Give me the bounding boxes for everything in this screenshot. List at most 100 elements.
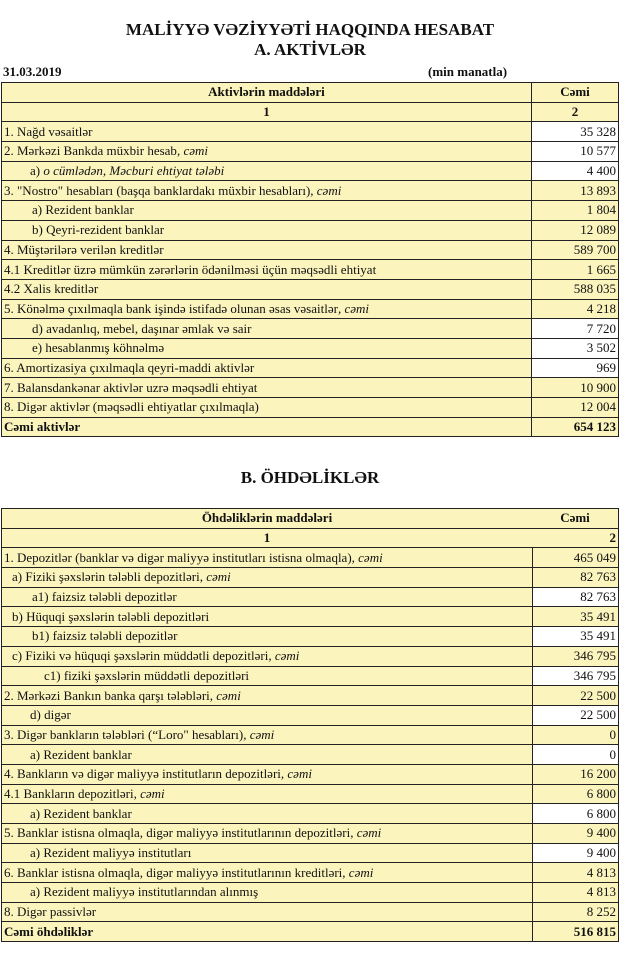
row-label: 5. Banklar istisna olmaqla, digər maliyy… bbox=[1, 823, 533, 844]
table-row: 4. Müştərilərə verilən kreditlər 589 700 bbox=[1, 239, 619, 261]
row-label-text: 4. Bankların və digər maliyyə institutla… bbox=[4, 766, 281, 782]
liabilities-colnum-2: 2 bbox=[532, 527, 619, 549]
row-label-text: 8. Digər aktivlər (məqsədli ehtiyatlar ç… bbox=[4, 399, 259, 415]
row-value: 6 800 bbox=[531, 783, 619, 805]
row-label-text: 1. Depozitlər (banklar və digər maliyyə … bbox=[4, 549, 352, 565]
row-label-italic: o cümlədən, Məcburi ehtiyat tələbi bbox=[43, 163, 225, 179]
row-value: 10 900 bbox=[531, 377, 619, 398]
row-value: 6 800 bbox=[531, 803, 619, 824]
row-label-text: 3. Digər bankların tələbləri (“Loro" hes… bbox=[4, 726, 244, 742]
row-label: a) Rezident banklar bbox=[1, 803, 533, 824]
row-label: 2. Mərkəzi Bankın banka qarşı tələbləri,… bbox=[1, 685, 533, 706]
row-value: 35 491 bbox=[531, 606, 619, 628]
table-row: 4.2 Xalis kreditlər 588 035 bbox=[1, 278, 619, 300]
row-label-text: a) bbox=[30, 163, 44, 179]
row-label-text: d) avadanlıq, mebel, daşınar əmlak və sa… bbox=[32, 320, 252, 336]
table-row: 5. Banklar istisna olmaqla, digər maliyy… bbox=[1, 823, 619, 844]
row-label: 4.1 Bankların depozitləri, cəmi bbox=[1, 783, 533, 805]
row-value: 516 815 bbox=[531, 921, 619, 943]
row-label: 8. Digər aktivlər (məqsədli ehtiyatlar ç… bbox=[1, 397, 532, 418]
row-value: 8 252 bbox=[531, 901, 619, 923]
row-label: b) Hüquqi şəxslərin tələbli depozitləri bbox=[1, 606, 533, 628]
table-row: b1) faizsiz tələbli depozitlər 35 491 bbox=[1, 626, 619, 647]
table-row: c) Fiziki və hüquqi şəxslərin müddətli d… bbox=[1, 645, 619, 667]
row-label-text: 8. Digər passivlər bbox=[4, 904, 97, 920]
row-label-text: a) Fiziki şəxslərin tələbli depozitləri bbox=[12, 569, 200, 585]
row-label: 4. Bankların və digər maliyyə institutla… bbox=[1, 763, 533, 785]
row-value: 16 200 bbox=[531, 763, 619, 785]
table-row: e) hesablanmış köhnəlmə 3 502 bbox=[1, 337, 619, 359]
row-value: 82 763 bbox=[531, 586, 619, 608]
row-value: 9 400 bbox=[531, 823, 619, 844]
table-row: 2. Mərkəzi Bankda müxbir hesab, cəmi 10 5… bbox=[1, 141, 619, 162]
row-label: 4.2 Xalis kreditlər bbox=[1, 278, 532, 300]
row-label-suffix: , cəmi bbox=[133, 785, 165, 801]
row-value: 4 813 bbox=[531, 882, 619, 903]
row-label: a) Rezident maliyyə institutları bbox=[1, 842, 533, 864]
table-row: 1. Depozitlər (banklar və digər maliyyə … bbox=[1, 547, 619, 569]
row-value: 654 123 bbox=[531, 416, 619, 438]
row-label: 6. Amortizasiya çıxılmaqla qeyri-maddi a… bbox=[1, 357, 532, 379]
table-row: a) Rezident banklar 0 bbox=[1, 744, 619, 765]
row-label-text: 4.1 Bankların depozitləri bbox=[4, 785, 134, 801]
table-row: d) digər 22 500 bbox=[1, 704, 619, 726]
row-label-text: b) Qeyri-rezident banklar bbox=[32, 222, 165, 238]
liabilities-header-row: Öhdəliklərin maddələri Cəmi bbox=[1, 508, 619, 529]
section-a-title: A. AKTİVLƏR bbox=[254, 40, 366, 59]
row-label-text: a) Rezident banklar bbox=[32, 202, 134, 218]
row-value: 22 500 bbox=[531, 685, 619, 706]
row-value: 82 763 bbox=[531, 567, 619, 588]
row-label: 3. Digər bankların tələbləri (“Loro" hes… bbox=[1, 724, 533, 746]
section-b-title: B. ÖHDƏLİKLƏR bbox=[240, 468, 380, 487]
assets-colnum-1: 1 bbox=[1, 101, 532, 123]
row-label-text: a1) faizsiz tələbli depozitlər bbox=[32, 589, 177, 605]
row-label: 4. Müştərilərə verilən kreditlər bbox=[1, 239, 532, 261]
row-value: 3 502 bbox=[531, 337, 619, 359]
row-value: 12 004 bbox=[531, 397, 619, 418]
row-label-text: 4.1 Kreditlər üzrə mümkün zərərlərin ödə… bbox=[4, 261, 377, 277]
liabilities-items-header: Öhdəliklərin maddələri bbox=[1, 508, 532, 529]
table-row: a) Rezident maliyyə institutlarından alı… bbox=[1, 882, 619, 903]
row-label-suffix: , cəmi bbox=[280, 766, 312, 782]
row-label-text: a) Rezident maliyyə institutlarından alı… bbox=[30, 884, 259, 900]
row-value: 4 813 bbox=[531, 862, 619, 884]
table-row: 1. Nağd vəsaitlər 35 328 bbox=[1, 121, 619, 143]
row-label-text: 5. Banklar istisna olmaqla, digər maliyy… bbox=[4, 825, 351, 841]
row-label-suffix: , cəmi bbox=[310, 182, 342, 198]
row-label: c1) fiziki şəxslərin müddətli depozitlər… bbox=[1, 665, 533, 687]
table-row: a) Rezident banklar 1 804 bbox=[1, 200, 619, 221]
row-label: 8. Digər passivlər bbox=[1, 901, 533, 923]
table-row: 3. "Nostro" hesabları (başqa banklardakı… bbox=[1, 180, 619, 202]
row-label: 3. "Nostro" hesabları (başqa banklardakı… bbox=[1, 180, 532, 202]
row-label: 1. Depozitlər (banklar və digər maliyyə … bbox=[1, 547, 533, 569]
row-label-text: 2. Mərkəzi Bankda müxbir hesab bbox=[4, 143, 177, 159]
row-label: a) Fiziki şəxslərin tələbli depozitləri,… bbox=[1, 567, 533, 588]
row-label-text: a) Rezident banklar bbox=[30, 746, 132, 762]
table-row: 4.1 Bankların depozitləri, cəmi 6 800 bbox=[1, 783, 619, 805]
row-label-text: 2. Mərkəzi Bankın banka qarşı tələbləri bbox=[4, 687, 210, 703]
row-label: 4.1 Kreditlər üzrə mümkün zərərlərin ödə… bbox=[1, 259, 532, 280]
row-label-text: 6. Amortizasiya çıxılmaqla qeyri-maddi a… bbox=[4, 359, 255, 375]
table-row: b) Qeyri-rezident banklar 12 089 bbox=[1, 219, 619, 241]
table-row: 4. Bankların və digər maliyyə institutla… bbox=[1, 763, 619, 785]
row-label: b1) faizsiz tələbli depozitlər bbox=[1, 626, 533, 647]
row-label-text: b1) faizsiz tələbli depozitlər bbox=[32, 628, 178, 644]
row-label: Cəmi öhdəliklər bbox=[1, 921, 533, 943]
row-label: a) Rezident banklar bbox=[1, 200, 532, 221]
row-label-text: 4. Müştərilərə verilən kreditlər bbox=[4, 241, 164, 257]
row-label-text: Cəmi aktivlər bbox=[4, 419, 81, 435]
table-row: 4.1 Kreditlər üzrə mümkün zərərlərin ödə… bbox=[1, 259, 619, 280]
row-label-suffix: , cəmi bbox=[243, 726, 275, 742]
table-row: 8. Digər aktivlər (məqsədli ehtiyatlar ç… bbox=[1, 397, 619, 418]
table-row: 6. Amortizasiya çıxılmaqla qeyri-maddi a… bbox=[1, 357, 619, 379]
row-value: 346 795 bbox=[531, 665, 619, 687]
row-label-suffix: , cəmi bbox=[209, 687, 241, 703]
row-label: c) Fiziki və hüquqi şəxslərin müddətli d… bbox=[1, 645, 533, 667]
row-value: 4 218 bbox=[531, 298, 619, 320]
row-label-text: b) Hüquqi şəxslərin tələbli depozitləri bbox=[12, 608, 210, 624]
row-value: 35 491 bbox=[531, 626, 619, 647]
row-value: 12 089 bbox=[531, 219, 619, 241]
row-value: 10 577 bbox=[531, 141, 619, 162]
row-label-text: c) Fiziki və hüquqi şəxslərin müddətli d… bbox=[12, 648, 269, 664]
table-row: a) Rezident banklar 6 800 bbox=[1, 803, 619, 824]
